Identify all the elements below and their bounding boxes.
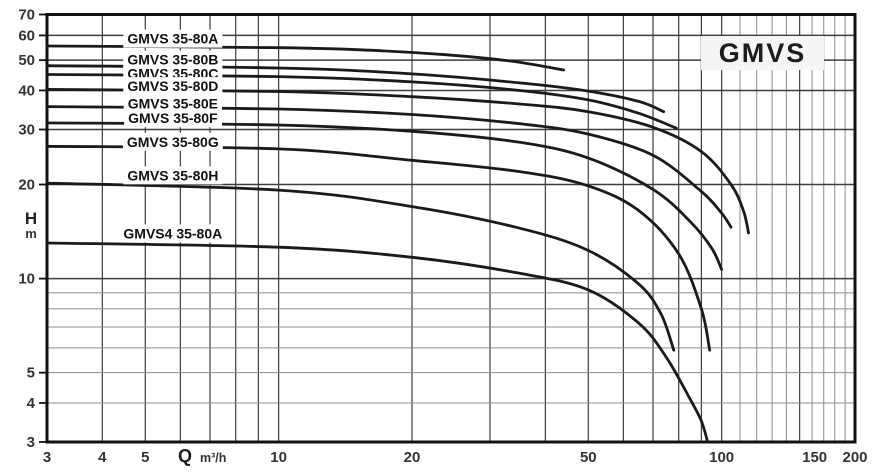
x-tick-label: 100 <box>709 449 734 466</box>
x-tick-label: 5 <box>141 449 149 466</box>
y-axis-title: H m <box>18 210 44 241</box>
x-axis-title: Q m³/h <box>178 446 226 467</box>
curve-label-gmvs-35-80g: GMVS 35-80G <box>127 134 219 150</box>
pump-curve-gmvs4-35-80a <box>45 241 710 444</box>
curve-label-gmvs-35-80d: GMVS 35-80D <box>127 78 218 94</box>
curve-label-gmvs-35-80h: GMVS 35-80H <box>127 167 218 183</box>
curve-label-bg <box>123 166 223 185</box>
curve-label-gmvs-35-80e: GMVS 35-80E <box>128 96 218 112</box>
curve-label-bg <box>123 29 223 48</box>
curve-label-bg <box>123 50 223 69</box>
y-tick-label: 50 <box>18 52 35 69</box>
x-tick-label: 10 <box>270 449 287 466</box>
pump-curve-gmvs-35-80d <box>45 88 750 235</box>
x-tick-label: 50 <box>580 449 597 466</box>
x-tick-label: 3 <box>43 449 51 466</box>
y-tick-label: 30 <box>18 121 35 138</box>
pump-curve-gmvs-35-80h <box>45 181 676 352</box>
curve-label-gmvs-35-80a: GMVS 35-80A <box>127 31 218 47</box>
curve-label-bg <box>119 224 227 243</box>
pump-curve-gmvs-35-80f <box>45 121 723 271</box>
y-tick-label: 3 <box>27 434 35 451</box>
y-tick-label: 20 <box>18 177 35 194</box>
x-tick-label: 20 <box>404 449 421 466</box>
x-axis-symbol: Q <box>178 446 193 466</box>
x-tick-label: 4 <box>98 449 107 466</box>
curve-label-bg <box>122 132 223 151</box>
y-tick-label: 4 <box>27 395 36 412</box>
x-axis-unit: m³/h <box>200 451 227 465</box>
curve-label-gmvs4-35-80a: GMVS4 35-80A <box>123 225 222 241</box>
curve-label-bg <box>123 94 222 113</box>
y-axis-unit: m <box>25 226 37 241</box>
y-tick-label: 40 <box>18 82 35 99</box>
curve-label-bg <box>123 77 223 96</box>
y-tick-label: 70 <box>18 7 35 24</box>
y-axis-symbol: H <box>24 209 38 228</box>
curve-label-gmvs-35-80f: GMVS 35-80F <box>128 110 218 126</box>
pump-curve-gmvs-35-80e <box>45 105 733 229</box>
plot-border <box>45 13 857 444</box>
chart-title: GMVS <box>701 36 824 70</box>
y-tick-label: 60 <box>18 27 35 44</box>
y-tick-label: 10 <box>18 271 35 288</box>
y-tick-label: 5 <box>27 365 35 382</box>
curve-label-bg <box>124 109 223 128</box>
x-tick-label: 150 <box>802 449 827 466</box>
pump-curve-gmvs-35-80g <box>45 144 712 352</box>
curve-label-gmvs-35-80b: GMVS 35-80B <box>127 52 218 68</box>
x-tick-label: 200 <box>842 449 867 466</box>
